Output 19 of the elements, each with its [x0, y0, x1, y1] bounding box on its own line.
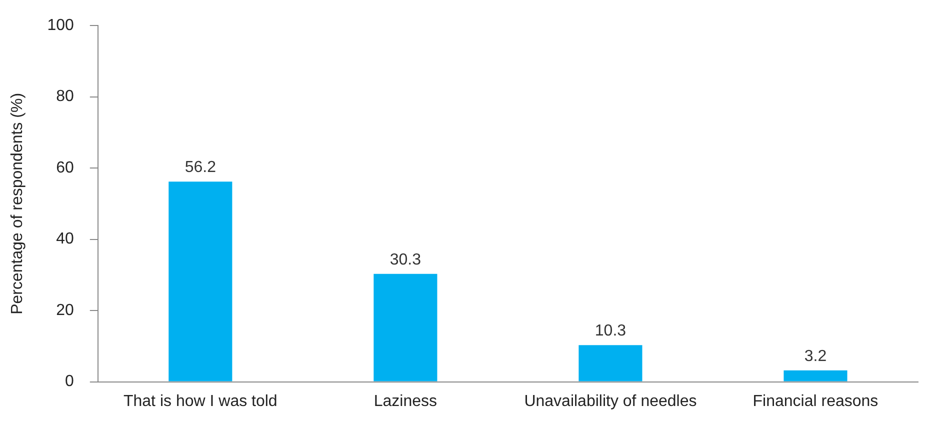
bar: [784, 370, 848, 382]
y-tick-label: 100: [47, 17, 74, 34]
bar: [578, 345, 642, 382]
y-axis-title: Percentage of respondents (%): [9, 92, 26, 314]
bar: [168, 182, 232, 382]
y-tick-label: 60: [56, 159, 74, 176]
y-tick-label: 0: [64, 373, 74, 390]
data-label: 10.3: [594, 322, 626, 340]
y-tick-label: 80: [56, 88, 74, 106]
x-tick-label: Laziness: [374, 392, 438, 410]
data-label: 30.3: [390, 251, 422, 268]
data-label: 3.2: [804, 348, 827, 365]
x-tick-label: That is how I was told: [123, 392, 278, 410]
y-tick-label: 40: [56, 230, 74, 248]
x-tick-label: Financial reasons: [752, 392, 878, 410]
data-label: 56.2: [184, 159, 216, 176]
y-tick-label: 20: [56, 302, 74, 319]
bar: [374, 274, 438, 382]
x-tick-label: Unavailability of needles: [524, 392, 697, 410]
